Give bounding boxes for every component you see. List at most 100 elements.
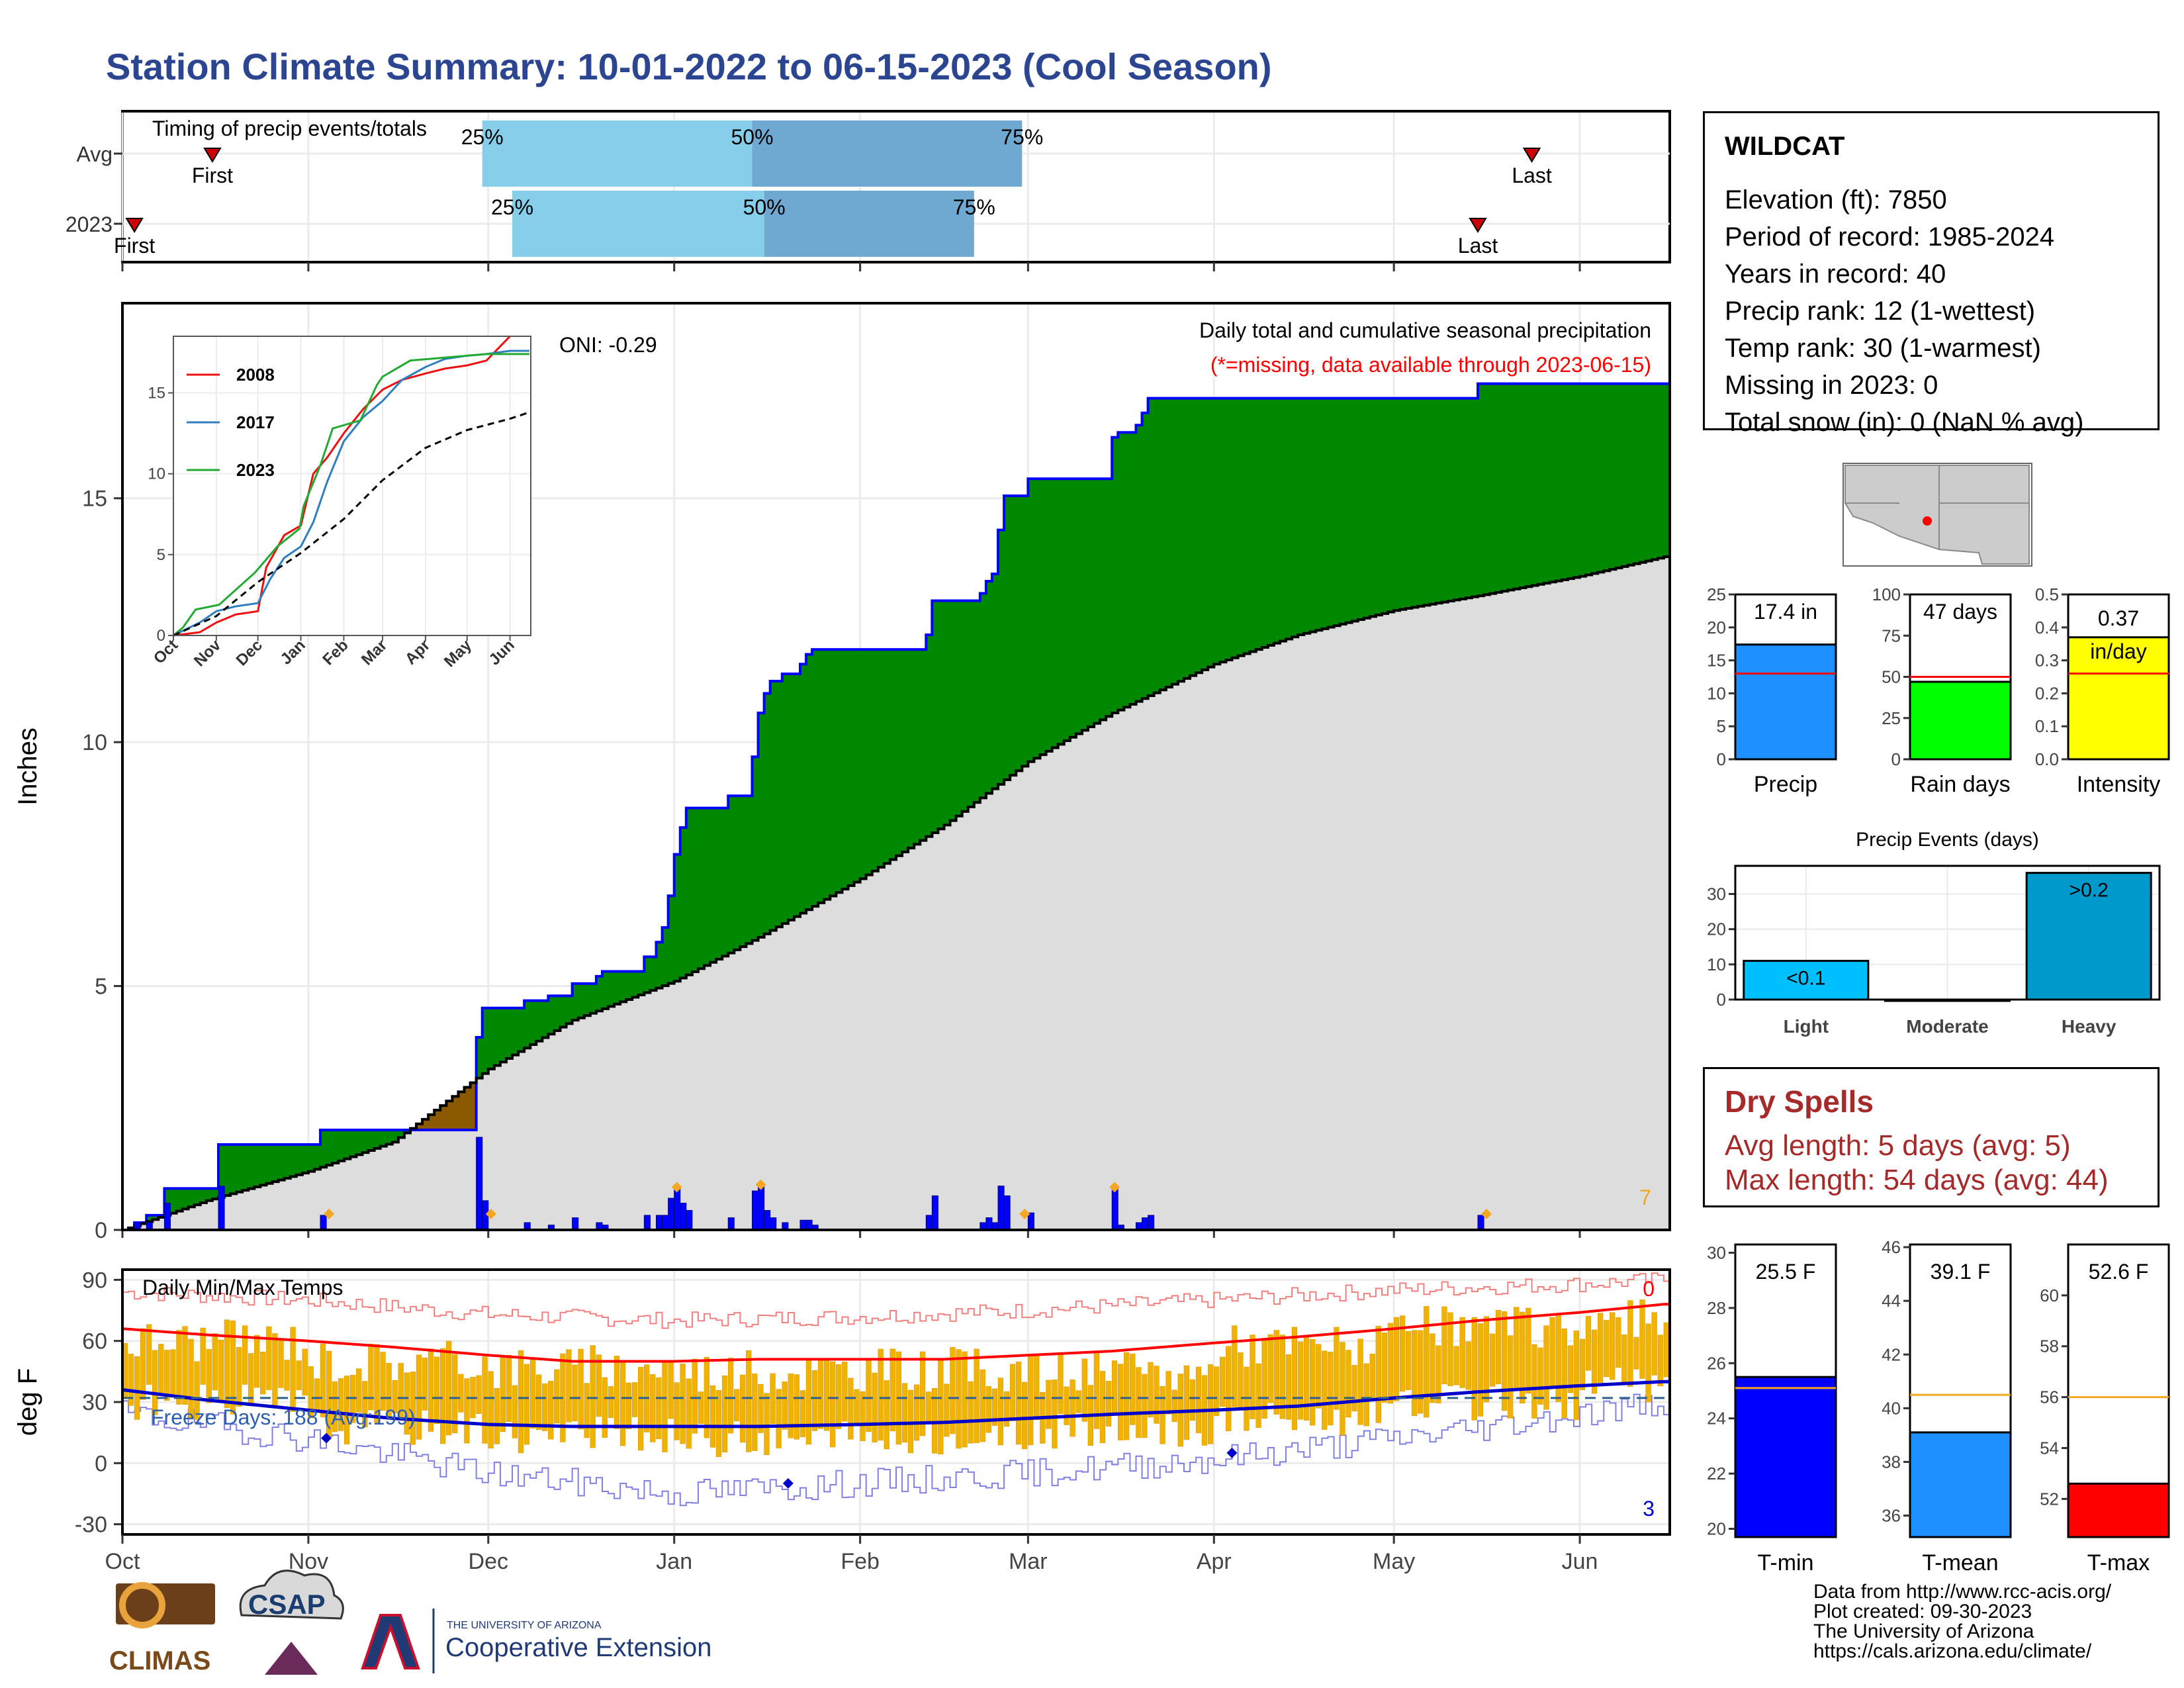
state-borders [1845,465,2029,549]
daily-temp-range-bar [512,1385,518,1438]
credit-line: https://cals.arizona.edu/climate/ [1813,1640,2092,1662]
daily-temp-range-bar [1418,1330,1424,1414]
daily-temp-range-bar [811,1370,818,1431]
daily-temp-range-bar [1567,1345,1573,1393]
csap-logo-text: CSAP [248,1589,326,1620]
precip-surplus-segment [1226,398,1233,660]
precip-surplus-segment [344,1129,351,1159]
daily-temp-range-bar [1303,1335,1310,1421]
stat-value-text: 0.37 [2098,606,2139,630]
credit-line: Plot created: 09-30-2023 [1813,1601,2032,1622]
precip-surplus-segment [800,664,807,914]
precip-surplus-segment [1633,383,1641,564]
precip-surplus-segment [698,808,705,969]
precip-surplus-segment [1183,398,1191,679]
precip-events-category: Heavy [2062,1016,2116,1037]
daily-temp-range-bar [1267,1334,1273,1403]
temp-annotation: Daily Min/Max Temps [142,1276,343,1299]
credit-line: Data from http://www.rcc-acis.org/ [1813,1581,2112,1603]
daily-temp-range-bar [1136,1367,1142,1438]
daily-temp-range-bar [302,1348,308,1396]
daily-temp-range-bar [1093,1352,1100,1429]
daily-temp-range-bar [788,1373,794,1438]
temp-frame [121,1268,1671,1536]
precip-surplus-segment [524,1000,531,1049]
daily-precip-bar [674,1188,681,1231]
daily-temp-range-bar [320,1343,326,1417]
daily-temp-range-bar [128,1354,134,1406]
precip-surplus-segment [938,600,945,829]
stat-y-tick-label: 20 [1707,1519,1726,1538]
precip-surplus-segment [1058,479,1065,745]
stat-value-bar [1734,643,1837,761]
precip-surplus-segment [1520,383,1527,588]
stat-y-tick-label: 38 [1882,1452,1901,1472]
precip-surplus-segment [1064,479,1071,741]
precip-deficit-segment [452,1096,459,1130]
daily-temp-range-bar [866,1358,872,1432]
precip-surplus-segment [1244,398,1251,654]
precip-surplus-segment [854,649,861,882]
precip-surplus-segment [1627,383,1635,565]
daily-temp-range-bar [362,1381,368,1428]
stat-value-text: 52.6 F [2089,1260,2149,1284]
stat-y-tick-label: 40 [1882,1398,1901,1418]
daily-precip-bar [799,1219,807,1231]
precip-surplus-segment [830,649,837,896]
precip-surplus-segment [1328,398,1335,628]
station-info-line: Temp rank: 30 (1-warmest) [1725,334,2041,363]
daily-temp-range-bar [698,1391,704,1424]
stat-panel-label: T-min [1758,1550,1814,1575]
precip-surplus-segment [530,1000,537,1045]
precip-surplus-segment [1639,383,1647,563]
daily-temp-range-bar [152,1350,158,1415]
ua-logo: THE UNIVERSITY OF ARIZONA Cooperative Ex… [361,1609,711,1673]
precip-surplus-segment [278,1145,285,1180]
page-title: Station Climate Summary: 10-01-2022 to 0… [106,46,1272,87]
daily-temp-range-bar [1238,1352,1244,1409]
daily-temp-range-bar [1322,1350,1328,1430]
precip-surplus-segment [836,649,843,893]
precip-surplus-segment [236,1145,243,1192]
daily-temp-range-bar [614,1356,620,1429]
precip-surplus-segment [878,649,885,868]
precip-surplus-segment [979,593,987,798]
daily-temp-range-bar [901,1383,908,1443]
daily-temp-range-bar [278,1338,284,1388]
precip-surplus-segment [1525,383,1533,587]
daily-temp-range-bar [1022,1382,1028,1450]
precip-surplus-segment [668,896,675,984]
stat-y-tick-label: 52 [2040,1489,2059,1509]
daily-temp-range-bar [650,1374,656,1442]
timing-row-label: 2023 [66,212,113,236]
month-tick-label: Dec [469,1549,508,1574]
dry-spells-avg: Avg length: 5 days (avg: 5) [1725,1129,2071,1162]
daily-precip-bar [985,1217,993,1231]
precip-surplus-segment [950,600,957,821]
daily-temp-range-bar [782,1382,788,1430]
precip-surplus-segment [602,971,609,1009]
timing-bar-50-75 [752,120,1023,187]
precip-surplus-segment [1441,398,1449,602]
precip-surplus-segment [1016,496,1023,771]
precip-surplus-segment [1171,398,1179,684]
stat-value-text: 47 days [1923,600,1997,624]
precip-surplus-segment [1022,496,1028,767]
stat-y-tick-label: 50 [1882,667,1901,687]
precip-y-tick-label: 0 [95,1218,107,1243]
temp-bar-panels: 25.5 F 20 22 24 26 28 30 T-min 39.1 F 36 38 40 42 44 4… [1707,1237,2170,1575]
temp-y-axis-label: deg F [13,1368,42,1436]
daily-temp-range-bar [1525,1307,1531,1394]
daily-temp-range-bar [674,1382,680,1440]
daily-temp-range-bar [1459,1317,1465,1388]
daily-temp-range-bar [164,1350,170,1401]
daily-precip-bar [770,1217,777,1231]
precip-surplus-segment [218,1145,225,1197]
stat-y-tick-label: 75 [1882,626,1901,645]
station-info-line: Period of record: 1985-2024 [1725,222,2055,252]
temp-y-tick-label: 0 [95,1451,107,1476]
temp-y-tick-label: -30 [75,1513,107,1538]
daily-precip-bar [1148,1215,1155,1231]
precip-surplus-segment [1406,398,1412,609]
daily-temp-range-bar [926,1391,932,1423]
